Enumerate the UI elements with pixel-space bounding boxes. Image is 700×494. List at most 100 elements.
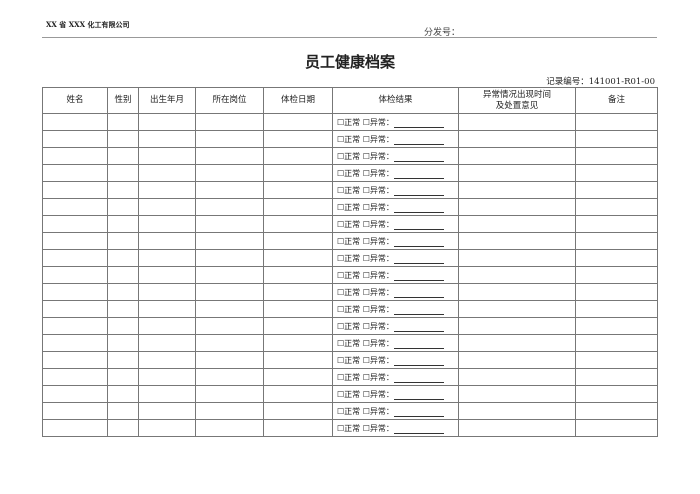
cell-position[interactable] (195, 215, 264, 233)
cell-abnormal-handling[interactable] (458, 266, 576, 284)
normal-checkbox[interactable]: ☐正常 (337, 423, 361, 433)
abnormal-checkbox[interactable]: ☐异常： (362, 304, 394, 314)
cell-position[interactable] (195, 351, 264, 369)
cell-abnormal-handling[interactable] (458, 419, 576, 437)
cell-abnormal-handling[interactable] (458, 181, 576, 199)
cell-remarks[interactable] (575, 385, 658, 403)
cell-exam-date[interactable] (263, 368, 333, 386)
abnormal-detail-blank[interactable] (393, 255, 444, 264)
abnormal-checkbox[interactable]: ☐异常： (362, 253, 394, 263)
cell-remarks[interactable] (575, 198, 658, 216)
cell-position[interactable] (195, 198, 264, 216)
cell-birth[interactable] (138, 351, 196, 369)
cell-gender[interactable] (107, 164, 139, 182)
cell-exam-date[interactable] (263, 419, 333, 437)
abnormal-checkbox[interactable]: ☐异常： (362, 338, 394, 348)
cell-exam-date[interactable] (263, 232, 333, 250)
cell-gender[interactable] (107, 215, 139, 233)
cell-gender[interactable] (107, 317, 139, 335)
abnormal-checkbox[interactable]: ☐异常： (362, 151, 394, 161)
cell-remarks[interactable] (575, 317, 658, 335)
cell-abnormal-handling[interactable] (458, 215, 576, 233)
cell-abnormal-handling[interactable] (458, 300, 576, 318)
cell-remarks[interactable] (575, 419, 658, 437)
cell-exam-result[interactable]: ☐正常 ☐异常： (332, 283, 459, 301)
cell-exam-result[interactable]: ☐正常 ☐异常： (332, 317, 459, 335)
cell-remarks[interactable] (575, 164, 658, 182)
cell-exam-date[interactable] (263, 351, 333, 369)
abnormal-checkbox[interactable]: ☐异常： (362, 219, 394, 229)
cell-gender[interactable] (107, 419, 139, 437)
cell-exam-result[interactable]: ☐正常 ☐异常： (332, 164, 459, 182)
cell-birth[interactable] (138, 181, 196, 199)
cell-name[interactable] (42, 266, 108, 284)
cell-name[interactable] (42, 181, 108, 199)
abnormal-detail-blank[interactable] (393, 408, 444, 417)
cell-remarks[interactable] (575, 351, 658, 369)
cell-name[interactable] (42, 215, 108, 233)
cell-birth[interactable] (138, 402, 196, 420)
abnormal-checkbox[interactable]: ☐异常： (362, 355, 394, 365)
cell-exam-result[interactable]: ☐正常 ☐异常： (332, 419, 459, 437)
cell-remarks[interactable] (575, 215, 658, 233)
cell-exam-result[interactable]: ☐正常 ☐异常： (332, 385, 459, 403)
cell-position[interactable] (195, 419, 264, 437)
cell-exam-result[interactable]: ☐正常 ☐异常： (332, 198, 459, 216)
cell-name[interactable] (42, 283, 108, 301)
cell-birth[interactable] (138, 113, 196, 131)
cell-gender[interactable] (107, 249, 139, 267)
cell-birth[interactable] (138, 249, 196, 267)
cell-abnormal-handling[interactable] (458, 283, 576, 301)
abnormal-checkbox[interactable]: ☐异常： (362, 270, 394, 280)
cell-remarks[interactable] (575, 130, 658, 148)
cell-birth[interactable] (138, 419, 196, 437)
abnormal-checkbox[interactable]: ☐异常： (362, 372, 394, 382)
cell-exam-date[interactable] (263, 266, 333, 284)
cell-birth[interactable] (138, 147, 196, 165)
cell-exam-result[interactable]: ☐正常 ☐异常： (332, 300, 459, 318)
cell-exam-date[interactable] (263, 300, 333, 318)
normal-checkbox[interactable]: ☐正常 (337, 236, 361, 246)
cell-gender[interactable] (107, 385, 139, 403)
cell-exam-result[interactable]: ☐正常 ☐异常： (332, 249, 459, 267)
normal-checkbox[interactable]: ☐正常 (337, 185, 361, 195)
cell-gender[interactable] (107, 300, 139, 318)
cell-gender[interactable] (107, 130, 139, 148)
cell-abnormal-handling[interactable] (458, 385, 576, 403)
cell-gender[interactable] (107, 113, 139, 131)
cell-birth[interactable] (138, 130, 196, 148)
cell-abnormal-handling[interactable] (458, 317, 576, 335)
cell-remarks[interactable] (575, 300, 658, 318)
cell-birth[interactable] (138, 385, 196, 403)
cell-remarks[interactable] (575, 334, 658, 352)
cell-birth[interactable] (138, 232, 196, 250)
cell-name[interactable] (42, 317, 108, 335)
abnormal-detail-blank[interactable] (393, 221, 444, 230)
cell-remarks[interactable] (575, 283, 658, 301)
abnormal-checkbox[interactable]: ☐异常： (362, 406, 394, 416)
cell-position[interactable] (195, 181, 264, 199)
abnormal-detail-blank[interactable] (393, 153, 444, 162)
normal-checkbox[interactable]: ☐正常 (337, 151, 361, 161)
abnormal-detail-blank[interactable] (393, 374, 444, 383)
cell-remarks[interactable] (575, 113, 658, 131)
abnormal-detail-blank[interactable] (393, 306, 444, 315)
cell-name[interactable] (42, 385, 108, 403)
abnormal-detail-blank[interactable] (393, 289, 444, 298)
cell-remarks[interactable] (575, 147, 658, 165)
cell-name[interactable] (42, 402, 108, 420)
cell-exam-date[interactable] (263, 249, 333, 267)
cell-exam-result[interactable]: ☐正常 ☐异常： (332, 334, 459, 352)
abnormal-checkbox[interactable]: ☐异常： (362, 389, 394, 399)
normal-checkbox[interactable]: ☐正常 (337, 270, 361, 280)
normal-checkbox[interactable]: ☐正常 (337, 338, 361, 348)
abnormal-detail-blank[interactable] (393, 425, 444, 434)
cell-abnormal-handling[interactable] (458, 198, 576, 216)
cell-birth[interactable] (138, 334, 196, 352)
cell-exam-result[interactable]: ☐正常 ☐异常： (332, 113, 459, 131)
cell-abnormal-handling[interactable] (458, 164, 576, 182)
cell-birth[interactable] (138, 215, 196, 233)
cell-gender[interactable] (107, 181, 139, 199)
cell-position[interactable] (195, 283, 264, 301)
cell-exam-result[interactable]: ☐正常 ☐异常： (332, 368, 459, 386)
